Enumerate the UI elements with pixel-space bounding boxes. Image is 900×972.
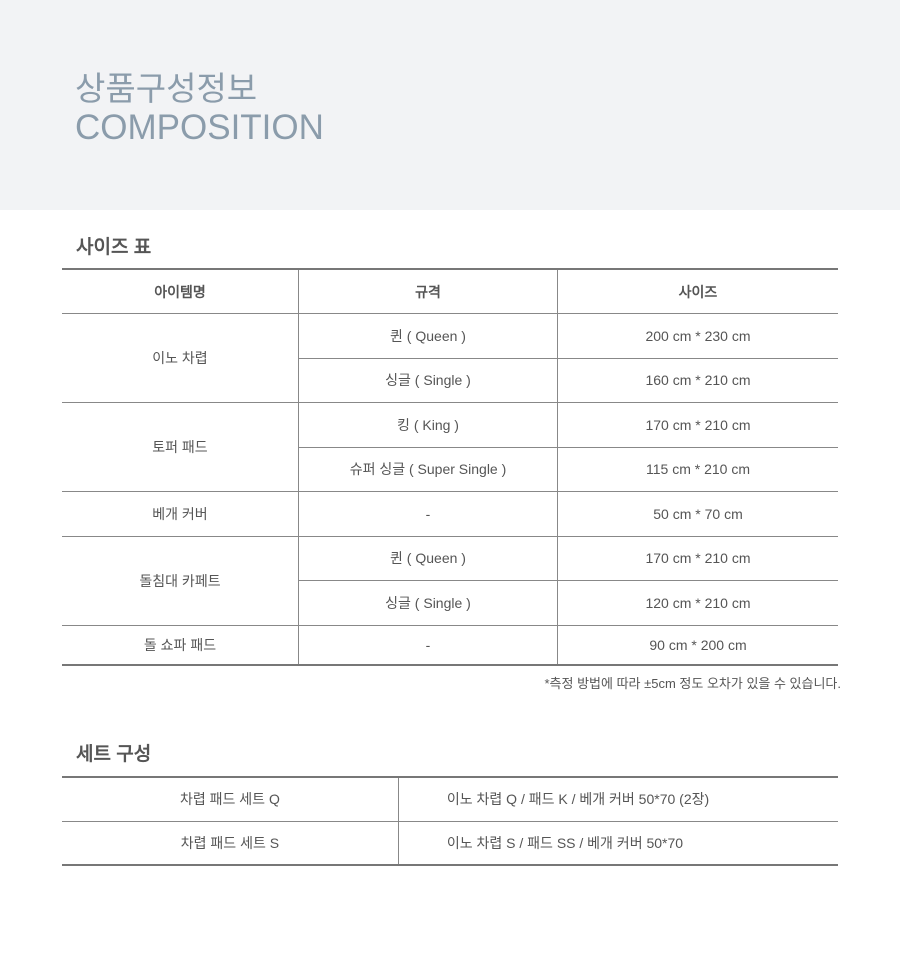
- spec: -: [298, 625, 558, 666]
- size: 120 cm * 210 cm: [557, 580, 838, 626]
- item-name: 돌침대 카페트: [62, 536, 299, 626]
- spec: 싱글 ( Single ): [298, 358, 558, 403]
- spec: 킹 ( King ): [298, 402, 558, 448]
- table-row: 토퍼 패드 킹 ( King ) 170 cm * 210 cm: [62, 402, 838, 492]
- size-table-title: 사이즈 표: [76, 237, 152, 258]
- item-name: 베개 커버: [62, 491, 299, 537]
- size: 90 cm * 200 cm: [557, 625, 838, 666]
- item-name: 이노 차렵: [62, 313, 299, 403]
- spec: 슈퍼 싱글 ( Super Single ): [298, 447, 558, 492]
- table-row: 이노 차렵 퀸 ( Queen ) 200 cm * 230 cm: [62, 313, 838, 403]
- size: 170 cm * 210 cm: [557, 536, 838, 581]
- set-contents: 이노 차렵 Q / 패드 K / 베개 커버 50*70 (2장): [398, 777, 838, 822]
- spec: 퀸 ( Queen ): [298, 313, 558, 359]
- set-table-title: 세트 구성: [76, 744, 152, 765]
- item-name: 돌 쇼파 패드: [62, 625, 299, 666]
- size-table: 아이템명 규격 사이즈 이노 차렵 퀸 ( Queen ) 200 cm * 2…: [62, 268, 838, 666]
- spec: 퀸 ( Queen ): [298, 536, 558, 581]
- set-table: 차렵 패드 세트 Q 이노 차렵 Q / 패드 K / 베개 커버 50*70 …: [62, 776, 838, 866]
- measurement-note: *측정 방법에 따라 ±5cm 정도 오차가 있을 수 있습니다.: [544, 676, 842, 691]
- set-name: 차렵 패드 세트 Q: [62, 777, 399, 822]
- size: 160 cm * 210 cm: [557, 358, 838, 403]
- header-item: 아이템명: [62, 269, 299, 314]
- header-row: 아이템명 규격 사이즈: [62, 269, 838, 314]
- header-spec: 규격: [298, 269, 558, 314]
- table-row: 슈퍼 싱글 ( Super Single ) 115 cm * 210 cm: [62, 447, 838, 492]
- table-row: 돌침대 카페트 퀸 ( Queen ) 170 cm * 210 cm: [62, 536, 838, 626]
- table-row: 차렵 패드 세트 Q 이노 차렵 Q / 패드 K / 베개 커버 50*70 …: [62, 777, 838, 822]
- table-row: 싱글 ( Single ) 160 cm * 210 cm: [62, 358, 838, 403]
- table-row: 돌 쇼파 패드 - 90 cm * 200 cm: [62, 625, 838, 666]
- item-name: 토퍼 패드: [62, 402, 299, 492]
- spec: -: [298, 491, 558, 537]
- spec: 싱글 ( Single ): [298, 580, 558, 626]
- size: 115 cm * 210 cm: [557, 447, 838, 492]
- table-row: 베개 커버 - 50 cm * 70 cm: [62, 491, 838, 537]
- header-size: 사이즈: [557, 269, 838, 314]
- table-row: 싱글 ( Single ) 120 cm * 210 cm: [62, 580, 838, 626]
- table-row: 차렵 패드 세트 S 이노 차렵 S / 패드 SS / 베개 커버 50*70: [62, 821, 838, 866]
- header-banner: 상품구성정보 COMPOSITION: [0, 0, 900, 210]
- size: 50 cm * 70 cm: [557, 491, 838, 537]
- title-english: COMPOSITION: [75, 108, 324, 147]
- size: 170 cm * 210 cm: [557, 402, 838, 448]
- set-contents: 이노 차렵 S / 패드 SS / 베개 커버 50*70: [398, 821, 838, 866]
- size: 200 cm * 230 cm: [557, 313, 838, 359]
- set-name: 차렵 패드 세트 S: [62, 821, 399, 866]
- title-korean: 상품구성정보: [75, 70, 258, 107]
